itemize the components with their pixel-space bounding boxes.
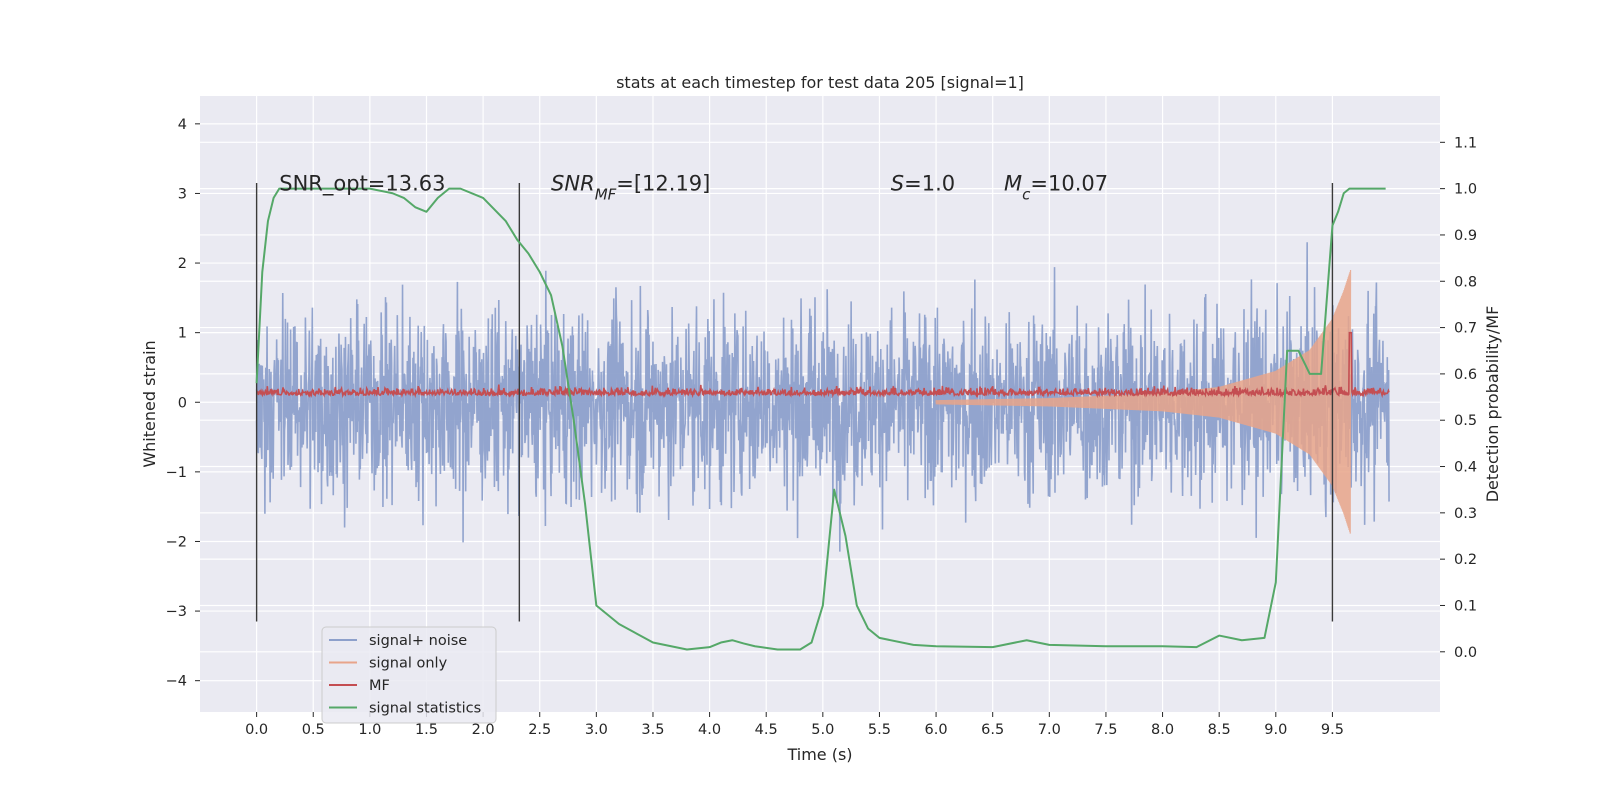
y-right-tick-label: 0.6 xyxy=(1454,367,1477,383)
y-right-tick-label: 0.4 xyxy=(1454,460,1477,476)
legend: signal+ noise signal only MF signal statist… xyxy=(321,626,497,724)
y-axis-left-label: Whitened strain xyxy=(140,340,159,467)
y-axis-right-label: Detection probability/MF xyxy=(1483,306,1502,503)
chart-title: stats at each timestep for test data 205… xyxy=(616,73,1024,92)
legend-label: signal+ noise xyxy=(369,633,467,649)
axes: 0.0 0.5 1.0 1.5 2.0 2.5 3.0 3.5 4.0 4.5 5.0 5.5 6.0 6… xyxy=(166,117,1477,738)
annotation: Mc=10.07 xyxy=(1004,172,1108,204)
x-tick-label: 8.5 xyxy=(1208,722,1231,738)
y-left-tick-label: 0 xyxy=(178,395,187,411)
x-tick-label: 5.5 xyxy=(868,722,891,738)
x-tick-label: 3.0 xyxy=(585,722,608,738)
y-left-tick-label: 4 xyxy=(178,117,187,133)
x-tick-label: 2.5 xyxy=(528,722,551,738)
plot-area xyxy=(255,183,1390,651)
x-tick-label: 0.5 xyxy=(302,722,325,738)
x-tick-label: 2.0 xyxy=(472,722,495,738)
y-right-tick-label: 0.0 xyxy=(1454,645,1477,661)
annotation: SNRMF=[12.19] xyxy=(551,172,710,204)
x-tick-label: 1.0 xyxy=(358,722,381,738)
x-tick-label: 4.5 xyxy=(755,722,778,738)
y-right-tick-label: 0.1 xyxy=(1454,598,1477,614)
y-right-tick-label: 0.8 xyxy=(1454,274,1477,290)
y-left-tick-label: −1 xyxy=(166,465,187,481)
x-tick-label: 6.0 xyxy=(925,722,948,738)
y-left-tick-label: −4 xyxy=(166,674,187,690)
series-mf xyxy=(255,331,1390,399)
x-tick-label: 0.0 xyxy=(245,722,268,738)
y-right-tick-label: 0.2 xyxy=(1454,552,1477,568)
y-right-tick-label: 1.1 xyxy=(1454,135,1477,151)
annotation: S=1.0 xyxy=(891,172,955,196)
series-signal-statistics xyxy=(255,187,1386,651)
legend-label: signal only xyxy=(369,656,448,672)
y-left-tick-label: −2 xyxy=(166,534,187,550)
x-tick-label: 9.0 xyxy=(1264,722,1287,738)
y-left-tick-label: 3 xyxy=(178,186,187,202)
x-tick-label: 8.0 xyxy=(1151,722,1174,738)
y-right-tick-label: 1.0 xyxy=(1454,182,1477,198)
y-right-tick-label: 0.5 xyxy=(1454,413,1477,429)
x-tick-label: 4.0 xyxy=(698,722,721,738)
y-left-tick-label: 2 xyxy=(178,256,187,272)
legend-box xyxy=(321,626,497,724)
x-tick-label: 7.5 xyxy=(1094,722,1117,738)
annotation: SNR_opt=13.63 xyxy=(279,172,445,197)
annotations: SNR_opt=13.63 SNRMF=[12.19] S=1.0 Mc=10.07 xyxy=(279,172,1108,204)
y-right-tick-label: 0.3 xyxy=(1454,506,1477,522)
x-tick-label: 6.5 xyxy=(981,722,1004,738)
x-tick-label: 5.0 xyxy=(811,722,834,738)
y-right-tick-label: 0.7 xyxy=(1454,321,1477,337)
x-tick-label: 7.0 xyxy=(1038,722,1061,738)
y-left-tick-label: −3 xyxy=(166,604,187,620)
y-left-tick-label: 1 xyxy=(178,326,187,342)
x-tick-label: 3.5 xyxy=(641,722,664,738)
legend-label: MF xyxy=(369,678,390,694)
legend-label: signal statistics xyxy=(369,701,481,717)
y-right-tick-label: 0.9 xyxy=(1454,228,1477,244)
x-axis-label: Time (s) xyxy=(786,745,852,764)
series-signal-noise xyxy=(255,242,1390,552)
x-tick-label: 9.5 xyxy=(1321,722,1344,738)
x-tick-label: 1.5 xyxy=(415,722,438,738)
